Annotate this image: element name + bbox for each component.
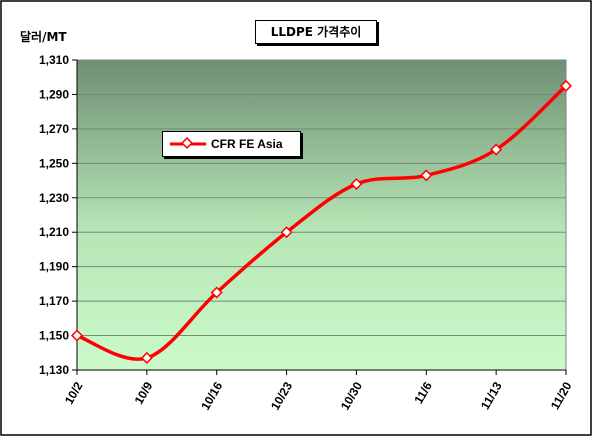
series-line [76, 84, 568, 361]
y-tick-label: 1,290 [39, 87, 69, 101]
y-tick-label: 1,270 [39, 122, 69, 136]
data-point-marker [210, 286, 223, 299]
data-point-marker [559, 79, 573, 92]
y-axis: 1,130 1,150 1,170 1,190 1,210 1,230 1,250 1,270… [39, 53, 78, 377]
legend-line-swatch-icon [170, 137, 206, 150]
legend-label: CFR FE Asia [211, 137, 283, 151]
data-point-marker [350, 177, 363, 191]
legend: CFR FE Asia [162, 131, 301, 157]
data-point-marker [140, 351, 153, 364]
data-point-marker [420, 169, 433, 182]
y-tick-label: 1,170 [39, 294, 69, 308]
y-axis-unit-label: 달러/MT [20, 30, 67, 44]
y-tick-label: 1,230 [39, 191, 69, 205]
data-point-marker [490, 143, 503, 156]
y-tick-label: 1,190 [39, 260, 69, 274]
chart-title: LLDPE 가격추이 [255, 20, 377, 44]
y-tick-label: 1,210 [39, 225, 69, 239]
y-tick-label: 1,250 [39, 156, 69, 170]
y-tick-label: 1,310 [39, 53, 69, 67]
series-cfr-fe-asia [70, 79, 573, 364]
data-point-marker [280, 226, 293, 239]
data-point-marker [70, 329, 84, 342]
y-tick-label: 1,150 [39, 329, 69, 343]
y-tick-label: 1,130 [39, 363, 69, 377]
plot-area [76, 59, 567, 371]
